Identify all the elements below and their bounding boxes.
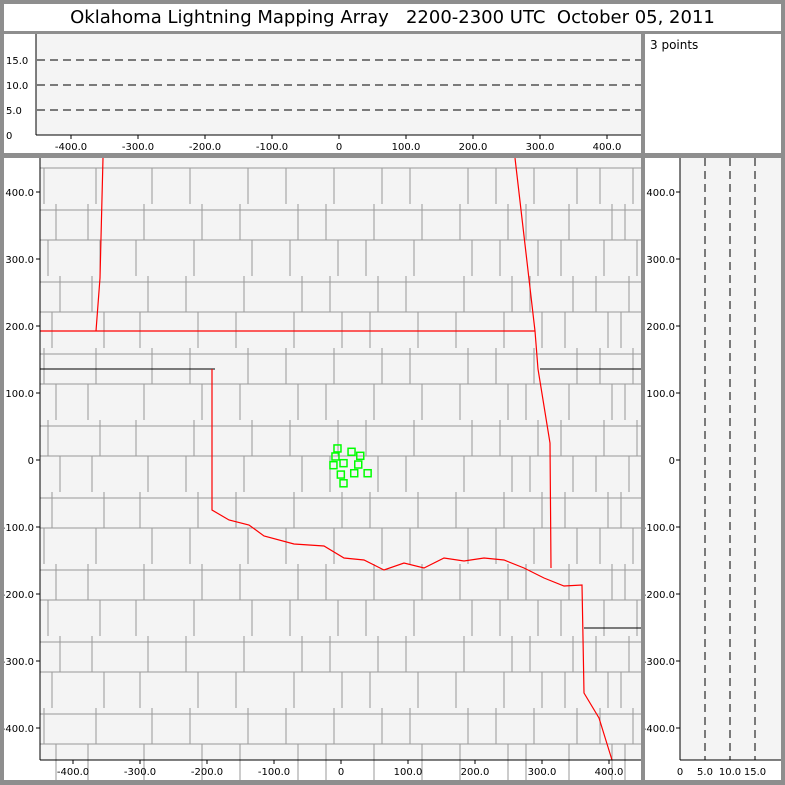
y-tick-label: 200.0 [646, 322, 675, 333]
info-panel: 3 points [645, 34, 781, 153]
x-tick-label: 200.0 [459, 142, 488, 153]
lightning-source-point [333, 444, 342, 453]
point-count: 3 points [650, 38, 699, 52]
lightning-source-point [329, 460, 338, 470]
y-tick-label: 0 [28, 456, 34, 467]
x-tick-label: 200.0 [461, 767, 490, 778]
x-tick-label: 10.0 [719, 767, 741, 778]
y-tick-label: 15.0 [6, 56, 28, 67]
lightning-source-point [336, 470, 346, 479]
lightning-source-point [354, 460, 363, 469]
y-tick-label: -100.0 [4, 523, 34, 534]
y-tick-label: 10.0 [6, 81, 28, 92]
x-tick-label: 400.0 [595, 767, 624, 778]
y-tick-label: 300.0 [646, 255, 675, 266]
state-border [40, 368, 641, 629]
y-tick-label: -400.0 [4, 724, 34, 735]
county-boundaries [40, 167, 641, 780]
x-tick-label: 400.0 [593, 142, 622, 153]
red-river-border [211, 369, 613, 761]
y-tick-label: 100.0 [646, 389, 675, 400]
altitude-y-panel: 400.0 300.0 200.0 100.0 0 -100.0 -200.0 -300.0 -… [645, 158, 781, 780]
y-tick-label: -300.0 [4, 657, 34, 668]
x-tick-label: 15.0 [744, 767, 766, 778]
x-tick-label: -200.0 [189, 142, 221, 153]
y-tick-label: -100.0 [645, 523, 675, 534]
y-tick-label: 400.0 [646, 188, 675, 199]
lightning-source-point [347, 447, 356, 457]
x-tick-label: 100.0 [392, 142, 421, 153]
x-tick-label: -200.0 [191, 767, 223, 778]
y-tick-label: -200.0 [645, 590, 675, 601]
y-tick-label: 100.0 [5, 389, 34, 400]
lightning-source-point [356, 451, 365, 461]
plan-view-panel: 400.0 300.0 200.0 100.0 0 -100.0 -200.0 -300.0 -… [4, 158, 641, 780]
lightning-source-point [363, 468, 372, 478]
y-tick-label: 200.0 [5, 322, 34, 333]
altitude-x-panel: 15.0 10.0 5.0 0 -400.0 -300.0 -200.0 -100.0 0 100… [4, 34, 641, 153]
lightning-source-point [331, 452, 340, 461]
lightning-source-point [339, 479, 348, 488]
lightning-source-point [349, 468, 359, 478]
x-tick-label: 300.0 [526, 142, 555, 153]
x-tick-label: 0 [338, 767, 344, 778]
y-tick-label: 5.0 [6, 106, 22, 117]
y-tick-label: 0 [6, 131, 12, 142]
y-tick-label: -200.0 [4, 590, 34, 601]
x-tick-label: 100.0 [394, 767, 423, 778]
x-tick-label: 0 [336, 142, 342, 153]
y-tick-label: 300.0 [5, 255, 34, 266]
x-tick-label: -300.0 [122, 142, 154, 153]
x-tick-label: 0 [677, 767, 683, 778]
x-tick-label: -300.0 [124, 767, 156, 778]
oklahoma-border [40, 158, 552, 569]
x-tick-label: 300.0 [528, 767, 557, 778]
y-tick-label: -300.0 [645, 657, 675, 668]
y-tick-label: 0 [669, 456, 675, 467]
x-tick-label: -400.0 [57, 767, 89, 778]
x-tick-label: -100.0 [258, 767, 290, 778]
x-tick-label: -400.0 [55, 142, 87, 153]
lightning-source-point [339, 458, 348, 468]
x-tick-label: 5.0 [697, 767, 713, 778]
y-tick-label: 400.0 [5, 188, 34, 199]
y-tick-label: -400.0 [645, 724, 675, 735]
x-tick-label: -100.0 [256, 142, 288, 153]
chart-title: Oklahoma Lightning Mapping Array 2200-23… [4, 4, 781, 31]
